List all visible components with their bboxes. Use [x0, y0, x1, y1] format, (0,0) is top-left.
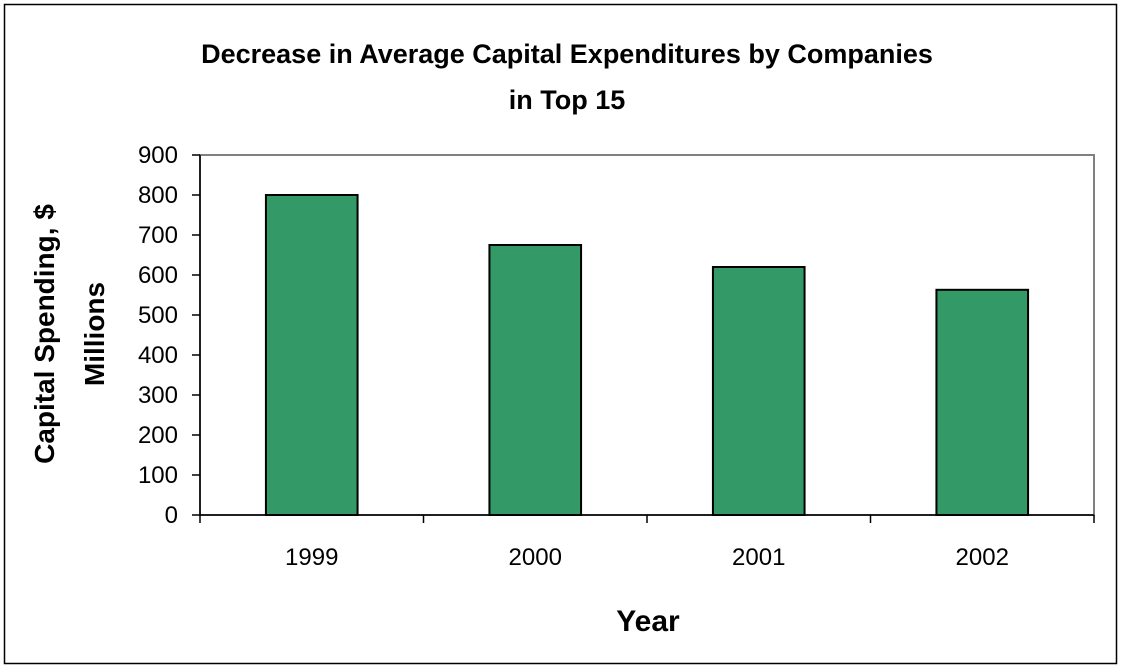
- chart-title-line-2: in Top 15: [509, 85, 626, 115]
- x-tick-label: 1999: [285, 544, 338, 571]
- x-axis-title: Year: [616, 605, 680, 638]
- bar-2000: [488, 244, 583, 516]
- bar-2002: [935, 288, 1030, 516]
- bar-1999: [264, 194, 359, 516]
- bar-2001: [711, 266, 806, 516]
- chart-marks: 0 100 200 300 400 500 600 700 800 900 1999 2000 2001…: [138, 142, 1095, 571]
- y-tick-label: 900: [138, 142, 178, 169]
- y-axis-title-line-1: Capital Spending, $: [29, 204, 60, 464]
- y-tick-label: 100: [138, 462, 178, 489]
- x-tick-label: 2002: [956, 544, 1009, 571]
- x-tick-label: 2000: [509, 544, 562, 571]
- y-tick-label: 600: [138, 262, 178, 289]
- y-tick-label: 0: [165, 502, 178, 529]
- y-tick-label: 500: [138, 302, 178, 329]
- y-tick-label: 200: [138, 422, 178, 449]
- y-axis-title-line-2: Millions: [79, 282, 110, 386]
- y-tick-label: 300: [138, 382, 178, 409]
- y-tick-label: 700: [138, 222, 178, 249]
- chart-title-line-1: Decrease in Average Capital Expenditures…: [201, 39, 933, 69]
- x-tick-label: 2001: [732, 544, 785, 571]
- y-tick-label: 400: [138, 342, 178, 369]
- y-tick-label: 800: [138, 182, 178, 209]
